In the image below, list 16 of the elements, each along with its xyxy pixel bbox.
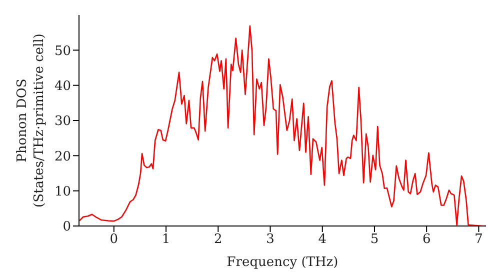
x-tick-label: 6 [422,232,431,248]
x-tick-label: 4 [318,232,327,248]
y-tick-label: 0 [62,220,71,235]
y-tick-label: 30 [54,114,71,130]
y-tick-label: 50 [54,44,71,59]
y-tick-label: 40 [54,78,71,94]
x-tick-label: 0 [110,232,118,248]
y-axis-title: Phonon DOS (States/THz·primitive cell) [15,33,47,208]
x-tick-label: 7 [474,232,483,248]
y-tick-label: 20 [54,149,71,164]
x-tick-label: 3 [266,232,274,248]
x-axis-title: Frequency (THz) [226,255,338,270]
y-tick-label: 10 [54,184,71,200]
x-tick-label: 5 [370,232,379,248]
x-tick-label: 2 [214,232,222,248]
x-tick-label: 1 [162,232,170,248]
